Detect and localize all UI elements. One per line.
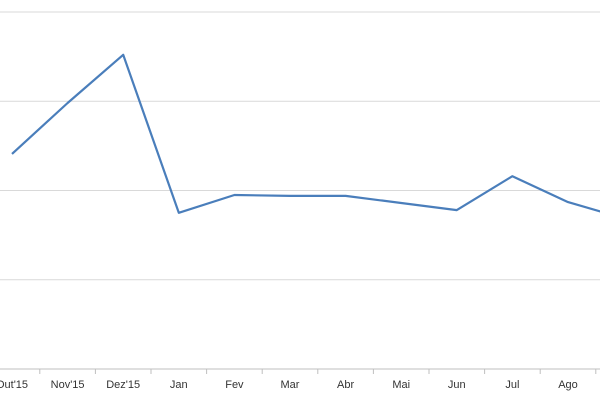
- x-tick-label: Fev: [225, 379, 244, 391]
- x-tick-label: Jun: [448, 379, 466, 391]
- x-tick-label: Jul: [505, 379, 519, 391]
- x-tick-label: Out'15: [0, 379, 28, 391]
- x-tick-label: Mar: [281, 379, 300, 391]
- x-tick-label: Ago: [558, 379, 578, 391]
- line-series: [11, 53, 600, 214]
- x-tick-label: Jan: [170, 379, 188, 391]
- x-tick-label: Dez'15: [106, 379, 140, 391]
- x-tick-label: Nov'15: [51, 379, 85, 391]
- x-tick-label: Abr: [337, 379, 354, 391]
- x-tick-label: Mai: [392, 379, 410, 391]
